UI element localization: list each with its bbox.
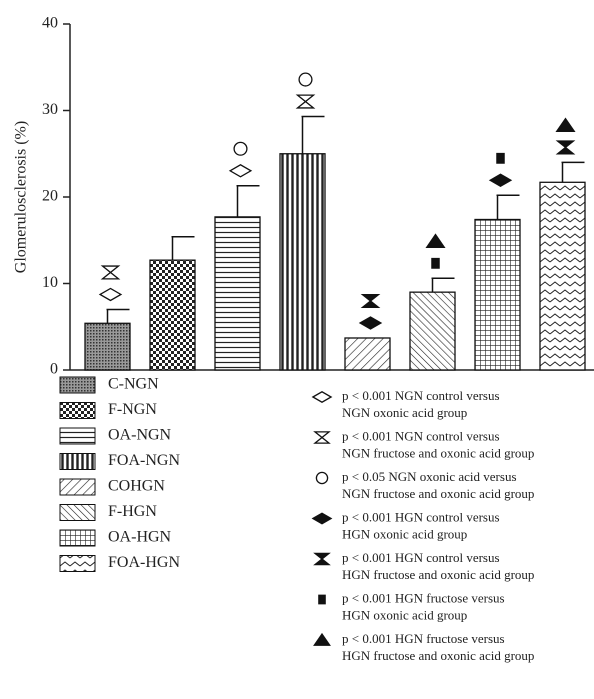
significance-text: p < 0.001 HGN control versus: [342, 550, 500, 565]
y-axis-label: Glomerulosclerosis (%): [13, 121, 30, 273]
legend-swatch: [59, 427, 96, 445]
symbol: [298, 72, 313, 87]
error-bar: [236, 185, 260, 217]
symbol: [100, 265, 121, 280]
y-tick-label: 20: [42, 188, 58, 205]
symbol: [295, 94, 316, 109]
bar: [409, 291, 456, 371]
legend-label: F-HGN: [108, 503, 157, 520]
bar: [344, 337, 391, 371]
significance-text: HGN oxonic acid group: [342, 526, 467, 541]
legend-label: FOA-HGN: [108, 554, 180, 571]
symbol: [228, 164, 253, 178]
symbol: [311, 390, 333, 404]
symbol: [98, 287, 123, 302]
y-tick-label: 40: [42, 15, 58, 32]
bar: [539, 181, 586, 371]
legend-swatch: [59, 453, 96, 470]
symbol: [555, 117, 576, 133]
bar: [214, 216, 261, 371]
legend-swatch: [59, 555, 96, 572]
legend-swatch: [59, 402, 96, 419]
legend-label: OA-HGN: [108, 529, 172, 546]
bar: [149, 259, 196, 371]
symbol: [360, 293, 381, 309]
significance-text: HGN fructose and oxonic acid group: [342, 648, 534, 663]
legend-label: OA-NGN: [108, 427, 172, 444]
legend-label: C-NGN: [108, 376, 159, 393]
symbol: [311, 512, 333, 525]
symbol: [313, 431, 331, 444]
significance-text: p < 0.001 NGN control versus: [342, 428, 500, 443]
significance-text: NGN fructose and oxonic acid group: [342, 486, 534, 501]
y-tick-label: 0: [50, 361, 58, 378]
symbol: [318, 594, 326, 605]
legend-label: COHGN: [108, 478, 165, 495]
bar: [279, 153, 326, 371]
symbol: [358, 316, 383, 330]
significance-text: HGN oxonic acid group: [342, 607, 467, 622]
bar: [474, 218, 521, 371]
significance-text: p < 0.001 HGN control versus: [342, 509, 500, 524]
y-tick-label: 10: [42, 274, 58, 291]
legend-label: FOA-NGN: [108, 452, 180, 469]
significance-text: p < 0.001 HGN fructose versus: [342, 631, 505, 646]
symbol: [313, 552, 331, 566]
significance-text: p < 0.001 NGN control versus: [342, 388, 500, 403]
error-bar: [431, 277, 455, 293]
bar: [84, 322, 131, 371]
error-bar: [496, 194, 520, 220]
symbol: [496, 152, 505, 164]
significance-text: HGN fructose and oxonic acid group: [342, 567, 534, 582]
error-bar: [561, 161, 585, 183]
legend-swatch: [59, 504, 96, 521]
error-bar: [106, 308, 130, 324]
legend-label: F-NGN: [108, 401, 157, 418]
symbol: [313, 632, 331, 646]
symbol: [315, 471, 329, 485]
error-bar: [301, 115, 325, 154]
legend-swatch: [59, 529, 96, 547]
symbol: [233, 141, 248, 156]
symbol: [431, 257, 440, 269]
error-bar: [171, 236, 195, 261]
symbol: [425, 233, 446, 248]
significance-text: p < 0.05 NGN oxonic acid versus: [342, 469, 517, 484]
symbol: [555, 140, 576, 155]
y-tick-label: 30: [42, 101, 58, 118]
significance-text: p < 0.001 HGN fructose versus: [342, 590, 505, 605]
legend-swatch: [59, 376, 96, 394]
significance-text: NGN oxonic acid group: [342, 405, 467, 420]
legend-swatch: [59, 478, 96, 496]
significance-text: NGN fructose and oxonic acid group: [342, 445, 534, 460]
symbol: [488, 173, 513, 188]
